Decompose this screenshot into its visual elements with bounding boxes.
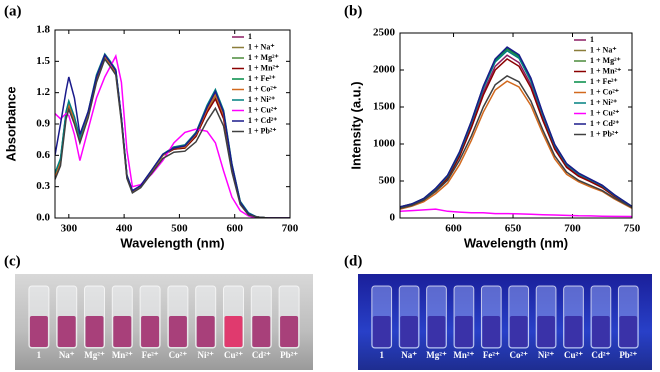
y-tick-label: 2500 — [373, 27, 396, 39]
vial-liquid — [372, 316, 391, 347]
legend-label: 1 + Fe²⁺ — [248, 74, 276, 83]
x-tick-label: 700 — [564, 223, 581, 235]
vial-label: Fe²⁺ — [483, 350, 500, 360]
vial-liquid — [29, 316, 48, 347]
x-tick-label: 600 — [226, 223, 243, 235]
x-axis-title: Wavelength (nm) — [120, 235, 224, 250]
vial-label: Pb²⁺ — [619, 350, 637, 360]
vial-label: Mg²⁺ — [426, 350, 447, 360]
y-tick-label: 0.9 — [36, 118, 50, 130]
legend-label: 1 + Cd²⁺ — [248, 116, 277, 125]
series-line — [400, 46, 632, 208]
y-tick-label: 1000 — [373, 138, 396, 150]
legend-label: 1 — [248, 32, 252, 41]
legend-label: 1 + Co²⁺ — [590, 87, 619, 96]
panel-label: (d) — [344, 253, 362, 269]
x-tick-label: 650 — [505, 223, 522, 235]
vial-liquid — [427, 316, 446, 347]
legend-label: 1 — [590, 35, 594, 44]
legend-label: 1 + Fe²⁺ — [590, 77, 618, 86]
vial-label: Mn²⁺ — [112, 350, 133, 360]
vial-liquid — [85, 316, 104, 347]
legend-label: 1 + Mn²⁺ — [248, 63, 279, 72]
vial-liquid — [619, 316, 638, 347]
y-tick-label: 0.6 — [36, 149, 50, 161]
vial-label: Cd²⁺ — [252, 350, 271, 360]
legend-label: 1 + Cd²⁺ — [590, 119, 619, 128]
y-tick-label: 0.3 — [36, 180, 50, 192]
vial-label: Cu²⁺ — [564, 350, 583, 360]
vial-liquid — [537, 316, 555, 347]
panel-label: (c) — [4, 253, 21, 269]
vial-label: 1 — [379, 350, 384, 360]
series-line — [400, 75, 632, 210]
x-tick-label: 600 — [445, 223, 462, 235]
y-tick-label: 1.8 — [36, 24, 50, 36]
vial-label: Co²⁺ — [509, 350, 528, 360]
x-tick-label: 750 — [624, 223, 641, 235]
y-tick-label: 2000 — [373, 64, 396, 76]
legend-label: 1 + Pb²⁺ — [248, 126, 277, 135]
vial-liquid — [113, 316, 132, 347]
panel-label: (b) — [344, 3, 362, 19]
vial-label: Pb²⁺ — [280, 350, 298, 360]
series-line — [55, 57, 290, 218]
vial-liquid — [141, 316, 160, 347]
vial-liquid — [592, 316, 610, 347]
x-tick-label: 700 — [282, 223, 299, 235]
plot-frame — [399, 32, 633, 219]
vial-liquid — [252, 316, 271, 347]
y-tick-label: 1.2 — [36, 86, 50, 98]
x-tick-label: 400 — [116, 223, 133, 235]
y-tick-label: 0 — [390, 212, 396, 224]
legend-label: 1 + Mg²⁺ — [590, 56, 621, 65]
y-axis-title: Absorbance — [3, 86, 18, 161]
series-line — [55, 53, 290, 218]
vial-liquid — [455, 316, 473, 347]
vial-liquid — [482, 316, 501, 347]
vial-label: Co²⁺ — [169, 350, 188, 360]
vial-liquid — [400, 316, 418, 347]
legend-label: 1 + Cu²⁺ — [590, 108, 619, 117]
vial-liquid — [564, 316, 583, 347]
vial-label: Na⁺ — [59, 350, 75, 360]
legend-label: 1 + Pb²⁺ — [590, 129, 619, 138]
y-tick-label: 500 — [379, 175, 396, 187]
y-tick-label: 0.0 — [36, 212, 50, 224]
y-tick-label: 1.5 — [36, 55, 50, 67]
vial-label: Fe²⁺ — [142, 350, 159, 360]
legend-label: 1 + Cu²⁺ — [248, 105, 277, 114]
vial-liquid — [57, 316, 76, 347]
vial-label: Cu²⁺ — [224, 350, 243, 360]
legend-label: 1 + Mg²⁺ — [248, 53, 279, 62]
legend-label: 1 + Ni²⁺ — [590, 98, 617, 107]
vial-label: Mn²⁺ — [453, 350, 474, 360]
vial-label: Na⁺ — [401, 350, 417, 360]
series-line — [400, 80, 632, 210]
legend-label: 1 + Co²⁺ — [248, 84, 277, 93]
y-tick-label: 1500 — [373, 101, 396, 113]
x-tick-label: 500 — [171, 223, 188, 235]
vial-liquid — [509, 316, 528, 347]
legend-label: 1 + Na⁺ — [590, 45, 617, 54]
legend-label: 1 + Na⁺ — [248, 42, 275, 51]
y-axis-title: Intensity (a.u.) — [348, 81, 363, 169]
legend-label: 1 + Mn²⁺ — [590, 66, 621, 75]
plot-frame — [54, 29, 291, 219]
vial-liquid — [168, 316, 187, 347]
vial-liquid — [196, 316, 215, 347]
x-axis-title: Wavelength (nm) — [464, 235, 568, 250]
series-line — [400, 208, 632, 218]
vial-label: 1 — [37, 350, 42, 360]
legend-label: 1 + Ni²⁺ — [248, 95, 275, 104]
panel-label: (a) — [4, 3, 22, 19]
vial-label: Cd²⁺ — [591, 350, 610, 360]
vial-label: Ni²⁺ — [538, 350, 555, 360]
vial-liquid — [280, 316, 299, 347]
vial-label: Mg²⁺ — [84, 350, 105, 360]
vial-liquid — [224, 316, 243, 347]
x-tick-label: 300 — [61, 223, 78, 235]
vial-label: Ni²⁺ — [197, 350, 214, 360]
